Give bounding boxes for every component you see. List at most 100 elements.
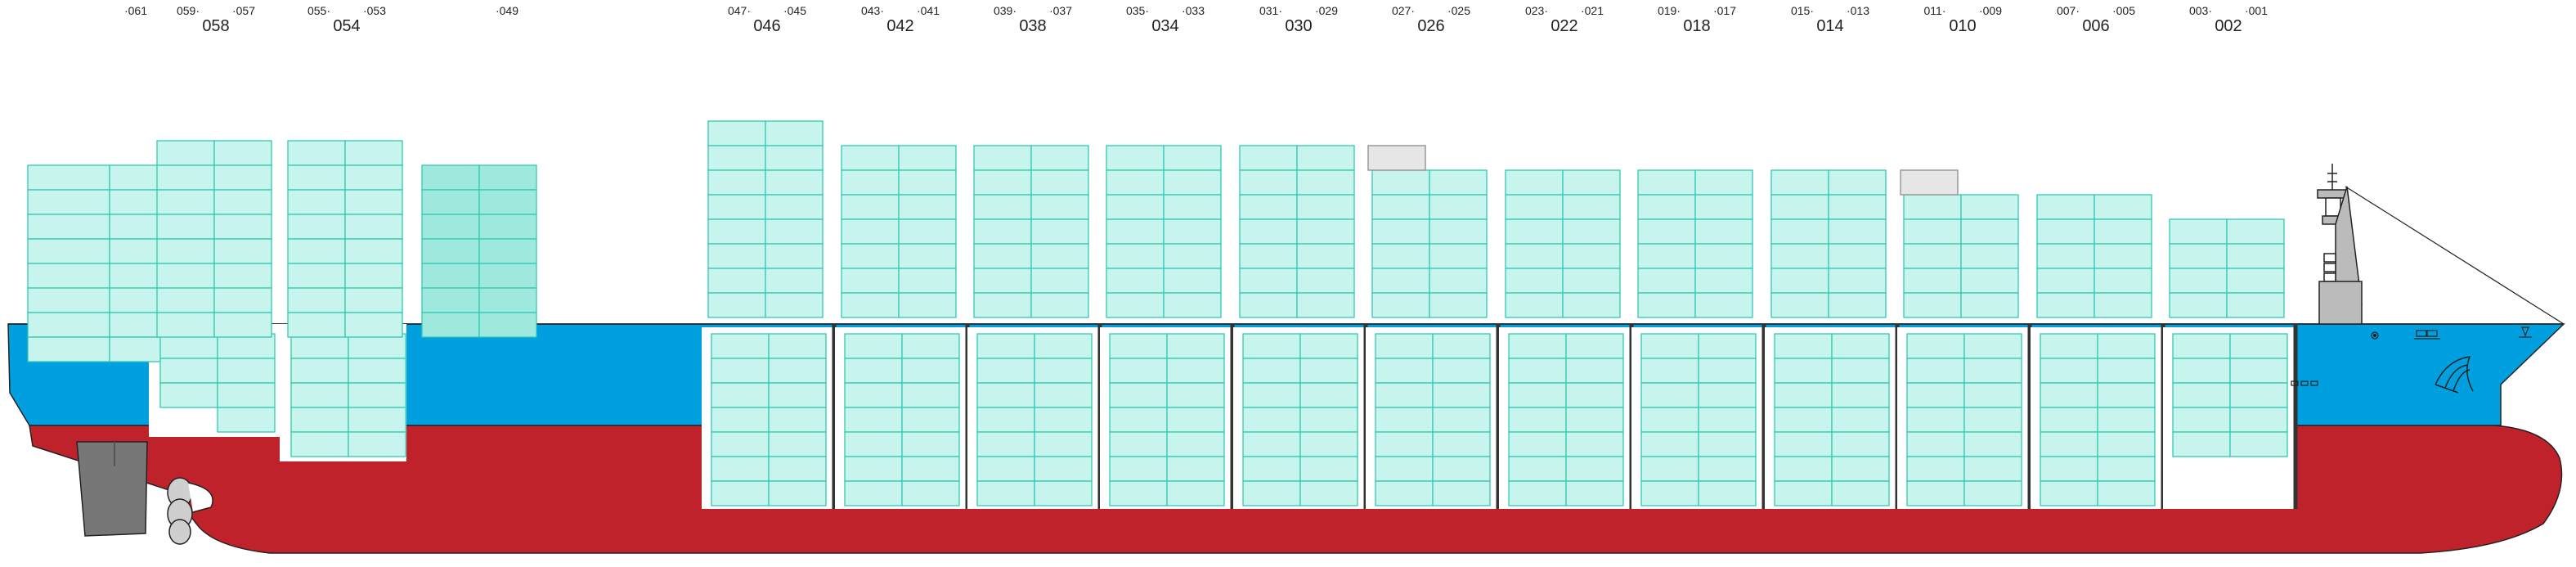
propeller — [167, 477, 213, 545]
bay-018-right-sublabel: ·017 — [1713, 4, 1736, 17]
bay-014-hold-container — [1774, 382, 1833, 408]
bay-030-deck-container — [1296, 145, 1355, 171]
bay-049-deck-container — [478, 312, 537, 338]
bay-014-hold-container — [1774, 407, 1833, 433]
bay-049-deck-container — [421, 238, 480, 264]
anchor-icon — [2435, 356, 2474, 394]
bay-038-deck-container — [1030, 268, 1089, 294]
bay-061-deck-container — [27, 189, 110, 215]
bay-030-hold-container — [1299, 333, 1358, 359]
bay-026-hold-container — [1375, 407, 1434, 433]
bay-014-deck-container — [1770, 218, 1829, 245]
bow-details — [2291, 326, 2532, 386]
bay-026-hold-container — [1375, 358, 1434, 384]
bay-030-deck-container — [1239, 243, 1298, 269]
bay-018-deck-container — [1694, 268, 1753, 294]
bay-034-label: 034 — [1151, 17, 1178, 35]
bay-030-deck-container — [1296, 292, 1355, 318]
bay-058-deck-container — [156, 312, 215, 338]
bay-030-right-sublabel: ·029 — [1315, 4, 1338, 17]
bay-022-hold-container — [1565, 358, 1624, 384]
bay-058-deck-container — [213, 164, 272, 191]
bay-058-hold-container — [159, 382, 218, 408]
bay-006-hold-container — [2097, 407, 2156, 433]
bay-034-deck-container — [1106, 169, 1165, 196]
bay-010-deck-container — [1960, 218, 2019, 245]
bay-030-deck-container — [1239, 145, 1298, 171]
bay-046-hold-container — [768, 333, 827, 359]
bay-054-left-sublabel: 055· — [307, 4, 330, 17]
bay-006-hold-container — [2040, 407, 2098, 433]
bay-038-hold-container — [976, 480, 1035, 506]
bay-018-deck-container — [1694, 169, 1753, 196]
bay-034 — [1100, 145, 1235, 509]
bay-014-deck-container — [1770, 243, 1829, 269]
bay-030-deck-container — [1296, 243, 1355, 269]
bay-006-deck-container — [2094, 292, 2152, 318]
bay-030-deck-container — [1296, 218, 1355, 245]
bay-018-hold-container — [1698, 407, 1757, 433]
bay-034-deck-container — [1106, 243, 1165, 269]
bay-022-hold-container — [1565, 407, 1624, 433]
bay-054-right-sublabel: ·053 — [363, 4, 386, 17]
bay-054-deck-container — [287, 189, 346, 215]
bay-038-deck-container — [1030, 292, 1089, 318]
bay-014-hold-container — [1831, 358, 1890, 384]
bay-038-deck-container — [973, 292, 1032, 318]
bay-058-deck-container — [213, 140, 272, 166]
bay-030 — [1233, 145, 1368, 509]
bay-054-deck-container — [287, 164, 346, 191]
bay-026-deck-container — [1429, 218, 1488, 245]
bay-054-deck-container — [344, 164, 403, 191]
bay-014-hold-container — [1774, 333, 1833, 359]
bay-046-deck-container — [765, 243, 824, 269]
bay-058-hold-container — [217, 407, 276, 433]
bay-054-hold-container — [290, 407, 349, 433]
bay-038-deck-container — [1030, 194, 1089, 220]
bay-022-deck-container — [1505, 243, 1564, 269]
bay-026-deck-container — [1371, 218, 1430, 245]
bay-014-hold-container — [1831, 480, 1890, 506]
bay-014-label: 014 — [1816, 17, 1843, 35]
bay-006-hold-container — [2040, 382, 2098, 408]
bay-006-deck-container — [2094, 194, 2152, 220]
bay-049-right-sublabel: ·049 — [496, 4, 518, 17]
bay-022-right-sublabel: ·021 — [1581, 4, 1604, 17]
bay-034-hold-container — [1109, 431, 1168, 457]
bay-030-deck-container — [1239, 292, 1298, 318]
bay-026-deck-container — [1429, 194, 1488, 220]
bay-026-hold-container — [1375, 431, 1434, 457]
bay-058-hold-container — [217, 382, 276, 408]
bay-010-hold-container — [1963, 480, 2022, 506]
bay-054-hold-container — [290, 358, 349, 384]
bay-030-hold-container — [1242, 333, 1301, 359]
bay-046-deck-container — [707, 218, 766, 245]
bay-038-deck-container — [973, 218, 1032, 245]
bay-038-hold-container — [1034, 358, 1093, 384]
bay-014-hold-container — [1831, 382, 1890, 408]
bay-042-deck-container — [841, 145, 900, 171]
bay-046-deck-container — [707, 120, 766, 146]
bay-034-deck-container — [1163, 194, 1222, 220]
bay-030-hold-container — [1299, 431, 1358, 457]
bay-018-deck-container — [1694, 218, 1753, 245]
bay-002-hold-container — [2172, 431, 2231, 457]
bay-042-deck-container — [841, 194, 900, 220]
bay-010-hold-container — [1906, 382, 1965, 408]
bay-018-hold-container — [1698, 382, 1757, 408]
bay-002-deck-container — [2169, 243, 2228, 269]
bay-014 — [1765, 169, 1900, 509]
bay-022-deck-container — [1505, 169, 1564, 196]
bay-042-deck-container — [841, 218, 900, 245]
bay-014-deck-container — [1828, 268, 1887, 294]
bay-030-hold-container — [1242, 382, 1301, 408]
bay-010-hold-container — [1963, 358, 2022, 384]
bay-022 — [1499, 169, 1634, 509]
bay-026-deck-container — [1429, 169, 1488, 196]
bay-002-hold-container — [2172, 333, 2231, 359]
bay-034-right-sublabel: ·033 — [1182, 4, 1205, 17]
container-stacks — [27, 120, 2298, 509]
bay-010-deck-container — [1960, 292, 2019, 318]
bay-058-deck-container — [156, 214, 215, 240]
bay-042-deck-container — [841, 268, 900, 294]
